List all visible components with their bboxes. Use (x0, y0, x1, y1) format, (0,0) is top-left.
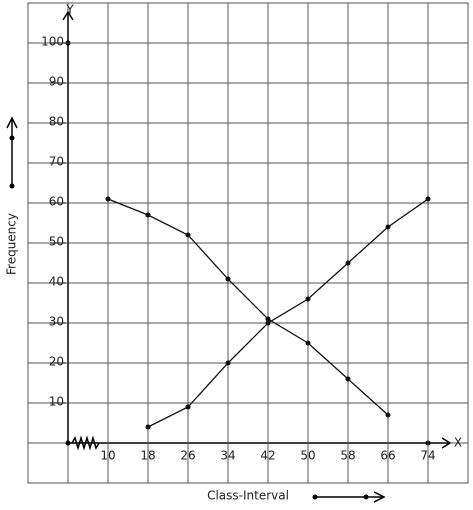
point (185, 404, 191, 410)
point (385, 224, 391, 230)
y-tick-label: 60 (49, 195, 64, 209)
point (145, 424, 151, 430)
series-line (147, 198, 429, 428)
point (265, 320, 271, 326)
point (265, 316, 271, 322)
x-tick-label: 74 (420, 449, 435, 463)
y-tick-label: 90 (49, 75, 64, 89)
y-tick-label: 80 (49, 115, 64, 129)
point (105, 196, 111, 202)
point (345, 376, 351, 382)
y-tick-label: 20 (49, 355, 64, 369)
y-tick-label: 30 (49, 315, 64, 329)
y-axis-label: Frequency (5, 213, 19, 275)
x-tick-label: 50 (300, 449, 315, 463)
x-axis-label: Class-Interval (207, 489, 289, 503)
point (305, 340, 311, 346)
axes (6, 10, 452, 503)
x-axis-name: X (454, 436, 462, 450)
y-tick-label: 50 (49, 235, 64, 249)
x-tick-label: 26 (180, 449, 195, 463)
y-tick-label: 100 (41, 35, 64, 49)
y-tick-label: 70 (49, 155, 64, 169)
series-line (107, 198, 389, 416)
y-tick-label: 40 (49, 275, 64, 289)
point (305, 296, 311, 302)
point (385, 412, 391, 418)
x-tick-label: 34 (220, 449, 235, 463)
x-tick-label: 42 (260, 449, 275, 463)
x-tick-label: 66 (380, 449, 395, 463)
point (145, 212, 151, 218)
point (425, 196, 431, 202)
x-tick-label: 10 (100, 449, 115, 463)
y-axis-name: Y (65, 3, 74, 17)
point (225, 360, 231, 366)
point (345, 260, 351, 266)
point (225, 276, 231, 282)
y-tick-label: 10 (49, 395, 64, 409)
point (185, 232, 191, 238)
x-tick-label: 58 (340, 449, 355, 463)
x-tick-label: 18 (140, 449, 155, 463)
